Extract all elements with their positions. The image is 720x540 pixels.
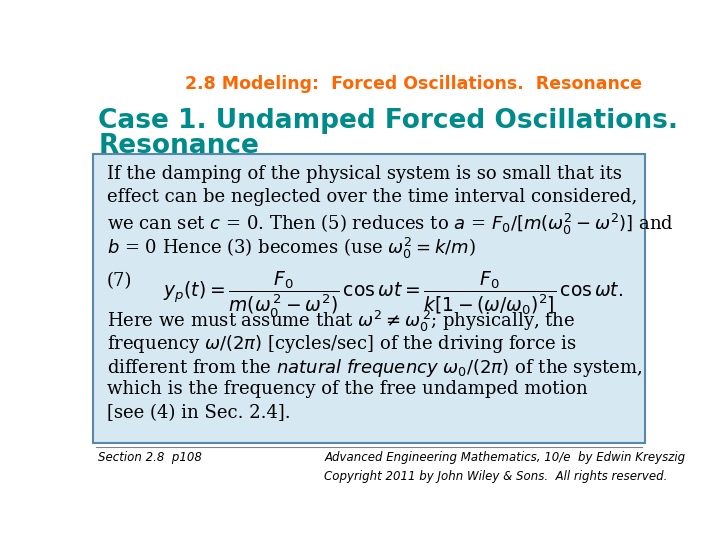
Text: we can set $c$ = 0. Then (5) reduces to $a$ = $F_0/[m(\omega_0^2 - \omega^2)]$ a: we can set $c$ = 0. Then (5) reduces to …	[107, 212, 673, 237]
Text: 2.8 Modeling:  Forced Oscillations.  Resonance: 2.8 Modeling: Forced Oscillations. Reson…	[186, 75, 642, 93]
Text: Resonance: Resonance	[99, 133, 259, 159]
Text: which is the frequency of the free undamped motion: which is the frequency of the free undam…	[107, 380, 588, 399]
Text: effect can be neglected over the time interval considered,: effect can be neglected over the time in…	[107, 188, 637, 206]
Text: different from the $\mathit{natural\ frequency\ \omega_0/(2\pi)}$ of the system,: different from the $\mathit{natural\ fre…	[107, 356, 642, 379]
Text: Case 1. Undamped Forced Oscillations.: Case 1. Undamped Forced Oscillations.	[99, 109, 678, 134]
Text: frequency $\omega/(2\pi)$ [cycles/sec] of the driving force is: frequency $\omega/(2\pi)$ [cycles/sec] o…	[107, 333, 577, 355]
Text: (7): (7)	[107, 272, 132, 291]
Text: $b$ = 0 Hence (3) becomes (use $\omega_0^2 = k/m$): $b$ = 0 Hence (3) becomes (use $\omega_0…	[107, 235, 476, 261]
Text: [see (4) in Sec. 2.4].: [see (4) in Sec. 2.4].	[107, 404, 290, 422]
Text: If the damping of the physical system is so small that its: If the damping of the physical system is…	[107, 165, 621, 183]
FancyBboxPatch shape	[93, 154, 645, 443]
Text: Section 2.8  p108: Section 2.8 p108	[99, 451, 202, 464]
Text: Here we must assume that $\omega^2 \neq \omega_0^{\,2}$; physically, the: Here we must assume that $\omega^2 \neq …	[107, 309, 575, 334]
Text: Advanced Engineering Mathematics, 10/e  by Edwin Kreyszig
Copyright 2011 by John: Advanced Engineering Mathematics, 10/e b…	[324, 451, 685, 483]
Text: $y_p(t) = \dfrac{F_0}{m(\omega_0^{\,2} - \omega^2)}\,\cos\omega t = \dfrac{F_0}{: $y_p(t) = \dfrac{F_0}{m(\omega_0^{\,2} -…	[163, 270, 623, 320]
